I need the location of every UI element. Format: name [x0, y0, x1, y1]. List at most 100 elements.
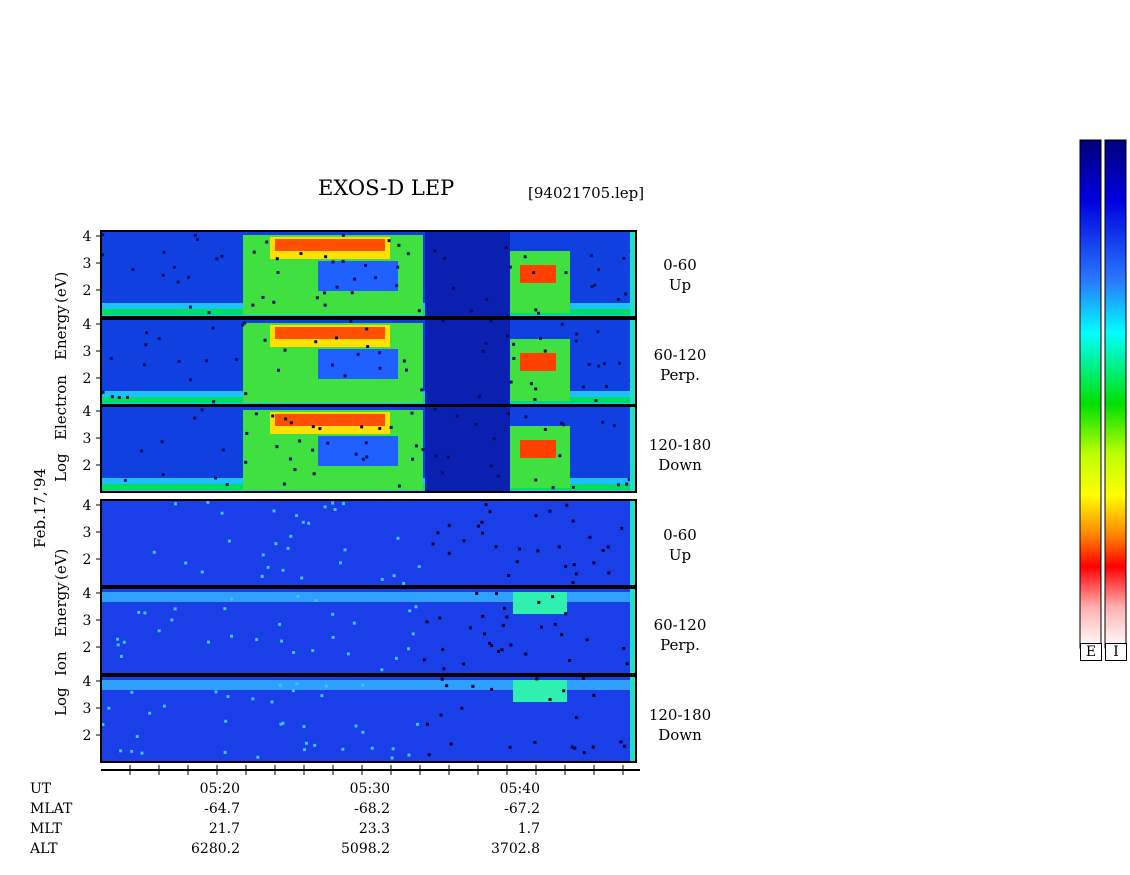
noise-speck [414, 605, 418, 609]
footer-mlt-label: MLT [30, 821, 62, 837]
noise-speck [145, 331, 149, 335]
noise-speck [177, 359, 181, 363]
noise-speck [223, 750, 227, 754]
y-tick-label: 3 [83, 613, 92, 629]
noise-speck [346, 652, 350, 656]
noise-speck [365, 455, 369, 459]
noise-speck [283, 348, 287, 352]
noise-speck [410, 411, 414, 415]
noise-speck [188, 378, 192, 382]
pitch-range: 60-120 [653, 616, 707, 634]
noise-speck [589, 254, 593, 258]
noise-speck [117, 396, 121, 400]
noise-speck [562, 423, 566, 427]
noise-speck [622, 256, 626, 260]
footer-mlat-3: -67.2 [504, 801, 540, 817]
noise-speck [509, 643, 513, 647]
noise-speck [361, 730, 365, 734]
noise-speck [278, 683, 282, 687]
noise-speck [560, 633, 564, 637]
noise-speck [378, 351, 382, 355]
noise-speck [122, 640, 126, 644]
noise-speck [282, 482, 286, 486]
noise-speck [529, 382, 533, 386]
noise-speck [624, 292, 628, 296]
noise-speck [397, 243, 401, 247]
noise-speck [292, 650, 296, 654]
noise-speck [254, 412, 258, 416]
noise-speck [483, 632, 487, 636]
footer-alt-2: 5098.2 [341, 841, 390, 857]
noise-speck [593, 283, 597, 287]
noise-speck [604, 385, 608, 389]
noise-speck [573, 746, 577, 750]
noise-speck [622, 646, 626, 650]
noise-speck [295, 514, 299, 518]
noise-speck [101, 233, 105, 237]
ion-y-label-4: (eV) [52, 548, 70, 580]
noise-speck [361, 457, 365, 461]
noise-speck [314, 340, 318, 344]
noise-speck [508, 265, 512, 269]
y-tick-label: 2 [83, 640, 92, 656]
noise-speck [373, 276, 377, 280]
noise-speck [581, 677, 585, 681]
noise-speck [322, 291, 326, 295]
noise-speck [360, 425, 364, 429]
noise-speck [271, 414, 275, 418]
noise-speck [193, 233, 197, 237]
noise-speck [364, 263, 368, 267]
spectrogram-panel-5 [100, 587, 637, 675]
noise-speck [265, 240, 269, 244]
dip-region [318, 436, 398, 466]
noise-speck [501, 623, 505, 627]
noise-speck [251, 303, 255, 307]
noise-speck [548, 509, 552, 513]
noise-speck [349, 319, 353, 323]
noise-speck [495, 592, 499, 596]
noise-speck [426, 722, 430, 726]
noise-speck [119, 654, 123, 658]
noise-speck [551, 595, 555, 599]
footer-ut-3: 05:40 [499, 781, 540, 797]
footer-ut-label: UT [30, 781, 52, 797]
noise-speck [244, 460, 248, 464]
edge-strip [630, 588, 636, 674]
footer-mlt-2: 23.3 [358, 821, 390, 837]
footer-ut-1: 05:20 [199, 781, 240, 797]
noise-speck [396, 536, 400, 540]
noise-speck [227, 539, 231, 543]
edge-strip [630, 500, 636, 586]
noise-speck [591, 745, 595, 749]
noise-speck [101, 253, 104, 257]
upper-band [101, 680, 636, 690]
noise-speck [350, 291, 354, 295]
noise-speck [125, 395, 129, 399]
noise-speck [380, 668, 384, 672]
spectrogram-panel-6 [100, 675, 637, 763]
noise-speck [480, 520, 484, 524]
hot-band [275, 327, 385, 339]
noise-speck [402, 359, 406, 363]
noise-speck [251, 697, 255, 701]
pitch-direction: Up [668, 276, 692, 294]
noise-speck [417, 309, 421, 313]
noise-speck [588, 535, 592, 539]
noise-speck [440, 677, 444, 681]
noise-speck [291, 689, 295, 693]
noise-speck [507, 573, 511, 577]
noise-speck [207, 311, 211, 315]
noise-speck [433, 407, 437, 411]
noise-speck [214, 476, 218, 480]
noise-speck [397, 484, 401, 488]
noise-speck [616, 298, 620, 302]
noise-speck [252, 250, 256, 254]
noise-speck [293, 468, 297, 472]
noise-speck [392, 574, 396, 578]
noise-speck [505, 615, 509, 619]
noise-speck [343, 548, 347, 552]
noise-speck [512, 342, 516, 346]
panel-frame [100, 405, 637, 493]
noise-speck [490, 687, 494, 691]
noise-speck [356, 352, 360, 356]
